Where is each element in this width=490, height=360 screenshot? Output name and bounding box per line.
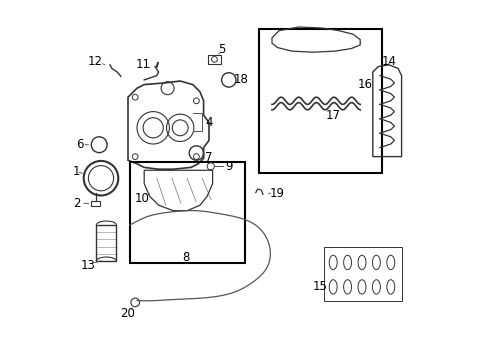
Text: 15: 15: [313, 280, 328, 293]
Bar: [97, 225, 117, 261]
Text: 5: 5: [218, 43, 225, 56]
Text: 13: 13: [81, 259, 96, 272]
Bar: [259, 29, 382, 173]
Text: 7: 7: [205, 151, 213, 164]
Text: 19: 19: [269, 187, 284, 200]
Text: 8: 8: [182, 251, 189, 264]
Text: 16: 16: [358, 78, 373, 91]
Bar: [324, 247, 402, 301]
Text: 9: 9: [225, 160, 233, 173]
Text: 1: 1: [73, 165, 80, 177]
Bar: [91, 201, 100, 206]
Text: 17: 17: [326, 109, 341, 122]
Text: 6: 6: [75, 138, 83, 151]
Text: 12: 12: [88, 55, 103, 68]
Text: 11: 11: [136, 58, 151, 71]
Text: 10: 10: [135, 192, 150, 204]
Text: 20: 20: [121, 307, 135, 320]
Text: 18: 18: [233, 73, 248, 86]
Bar: [130, 162, 245, 263]
Text: 2: 2: [73, 197, 80, 210]
Text: 14: 14: [382, 55, 396, 68]
Bar: [208, 55, 221, 64]
Text: 4: 4: [205, 116, 213, 129]
